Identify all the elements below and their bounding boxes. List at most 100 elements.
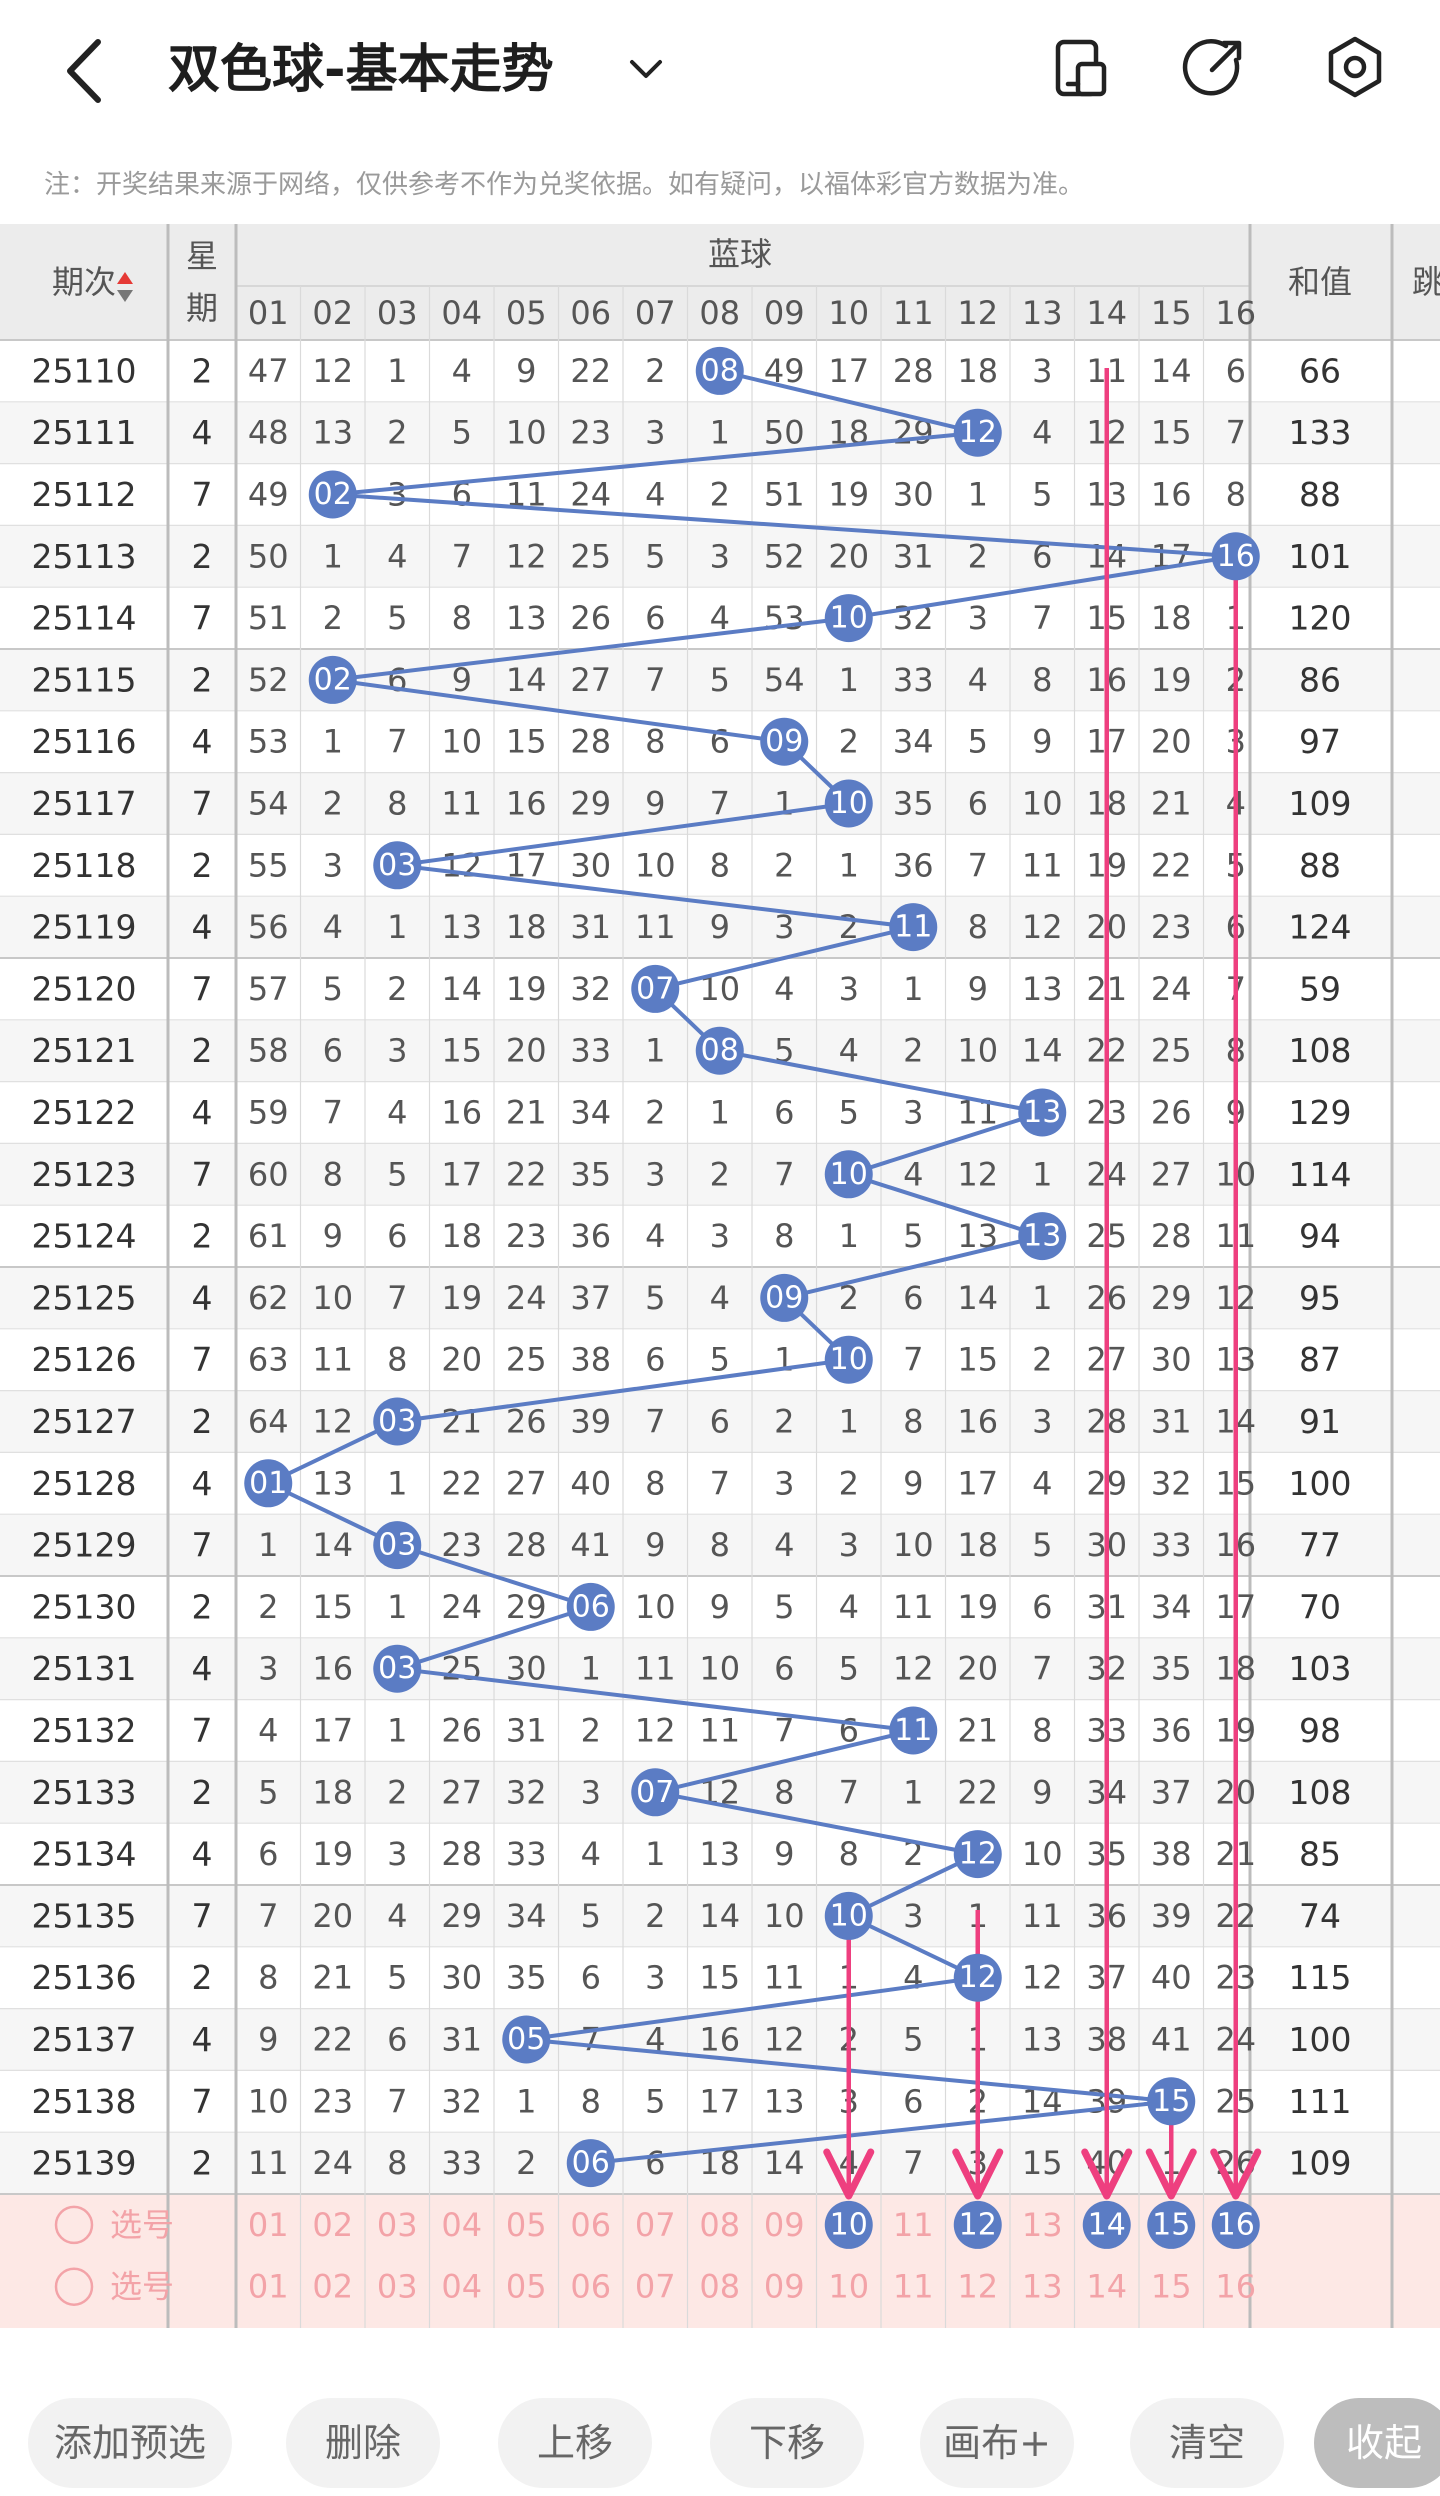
miss-cell: 4 [710, 1279, 730, 1317]
row-stripe [0, 1885, 1440, 1947]
miss-cell: 4 [387, 1897, 407, 1935]
issue-cell: 25118 [32, 846, 137, 885]
select-radio[interactable] [54, 2205, 94, 2245]
issue-cell: 25113 [32, 537, 137, 576]
selected-ball[interactable] [1211, 2200, 1260, 2249]
miss-cell: 18 [957, 352, 998, 390]
miss-cell: 21 [312, 1959, 353, 1997]
move-down-button[interactable]: 下移 [710, 2398, 864, 2488]
week-cell: 7 [192, 1340, 213, 1379]
miss-cell: 8 [387, 2144, 407, 2182]
miss-cell: 8 [774, 1217, 794, 1255]
miss-cell: 23 [1151, 908, 1192, 946]
miss-cell: 2 [387, 1773, 407, 1811]
selected-ball[interactable] [953, 2200, 1002, 2249]
selected-ball-number: 15 [1152, 2207, 1190, 2242]
miss-cell: 28 [893, 352, 934, 390]
miss-cell: 51 [248, 599, 289, 637]
issue-cell: 25110 [32, 351, 137, 390]
issue-cell: 25131 [32, 1649, 137, 1688]
week-cell: 2 [192, 1773, 213, 1812]
miss-cell: 15 [506, 723, 547, 761]
add-preselect-button[interactable]: 添加预选 [28, 2398, 232, 2488]
prediction-arrow-head [952, 2148, 1004, 2200]
sum-cell: 59 [1299, 969, 1341, 1008]
miss-cell: 11 [1022, 1897, 1063, 1935]
issue-cell: 25128 [32, 1464, 137, 1503]
miss-cell: 24 [441, 1588, 482, 1626]
miss-cell: 5 [645, 1279, 665, 1317]
miss-cell: 1 [903, 970, 923, 1008]
miss-cell: 4 [774, 970, 794, 1008]
miss-cell: 4 [774, 1526, 794, 1564]
blue-ball [566, 2139, 615, 2188]
miss-cell: 9 [516, 352, 536, 390]
sum-cell: 74 [1299, 1896, 1341, 1935]
collapse-button[interactable]: 收起 [1314, 2398, 1440, 2488]
miss-cell: 31 [1151, 1403, 1192, 1441]
miss-cell: 3 [387, 1032, 407, 1070]
blue-ball-number: 11 [894, 910, 932, 945]
miss-cell: 13 [1022, 2021, 1063, 2059]
miss-cell: 3 [387, 1835, 407, 1873]
miss-cell: 7 [710, 785, 730, 823]
miss-cell: 9 [645, 1526, 665, 1564]
miss-cell: 3 [645, 414, 665, 452]
canvas-button[interactable]: 画布+ [920, 2398, 1074, 2488]
select-radio[interactable] [54, 2267, 94, 2306]
share-icon[interactable] [1182, 34, 1248, 100]
miss-cell: 4 [323, 908, 343, 946]
chevron-down-icon[interactable] [626, 50, 666, 90]
week-header-line1: 星 [186, 237, 218, 275]
sum-cell: 115 [1289, 1958, 1352, 1997]
blue-col-header: 14 [1086, 294, 1127, 332]
selected-ball[interactable] [1147, 2200, 1196, 2249]
miss-cell: 2 [645, 1094, 665, 1132]
miss-cell: 9 [903, 1464, 923, 1502]
miss-cell: 2 [839, 723, 859, 761]
phone-layout-icon[interactable] [1048, 34, 1114, 100]
select-number: 05 [506, 2268, 547, 2306]
miss-cell: 3 [645, 1155, 665, 1193]
blue-ball-number: 15 [1152, 2084, 1190, 2119]
miss-cell: 32 [1151, 1464, 1192, 1502]
delete-button[interactable]: 删除 [286, 2398, 440, 2488]
miss-cell: 10 [893, 1526, 934, 1564]
selected-ball[interactable] [824, 2200, 873, 2249]
miss-cell: 21 [441, 1403, 482, 1441]
week-cell: 4 [192, 413, 213, 452]
partial-header: 跳 [1412, 263, 1440, 301]
miss-cell: 10 [1022, 1835, 1063, 1873]
miss-cell: 31 [570, 908, 611, 946]
miss-cell: 1 [839, 1217, 859, 1255]
row-stripe [0, 1267, 1440, 1329]
row-stripe [0, 896, 1440, 958]
miss-cell: 5 [774, 1588, 794, 1626]
back-icon[interactable] [56, 36, 116, 106]
miss-cell: 38 [1151, 1835, 1192, 1873]
miss-cell: 32 [570, 970, 611, 1008]
miss-cell: 48 [248, 414, 289, 452]
miss-cell: 10 [248, 2082, 289, 2120]
selected-ball[interactable] [1082, 2200, 1131, 2249]
miss-cell: 19 [1151, 661, 1192, 699]
miss-cell: 41 [570, 1526, 611, 1564]
miss-cell: 16 [506, 785, 547, 823]
settings-icon[interactable] [1322, 34, 1388, 100]
sum-cell: 100 [1289, 1464, 1352, 1503]
page-title[interactable]: 双色球-基本走势 [168, 40, 554, 100]
move-up-button[interactable]: 上移 [498, 2398, 652, 2488]
blue-ball [824, 779, 873, 828]
blue-ball [631, 1768, 680, 1817]
blue-ball [824, 1150, 873, 1199]
sort-up-icon[interactable] [117, 272, 133, 284]
sort-down-icon[interactable] [117, 290, 133, 302]
miss-cell: 24 [312, 2144, 353, 2182]
clear-button[interactable]: 清空 [1130, 2398, 1284, 2488]
miss-cell: 2 [839, 1464, 859, 1502]
blue-col-header: 08 [699, 294, 740, 332]
select-number: 05 [506, 2206, 547, 2244]
select-number: 08 [699, 2268, 740, 2306]
miss-cell: 14 [764, 2144, 805, 2182]
miss-cell: 5 [1032, 476, 1052, 514]
